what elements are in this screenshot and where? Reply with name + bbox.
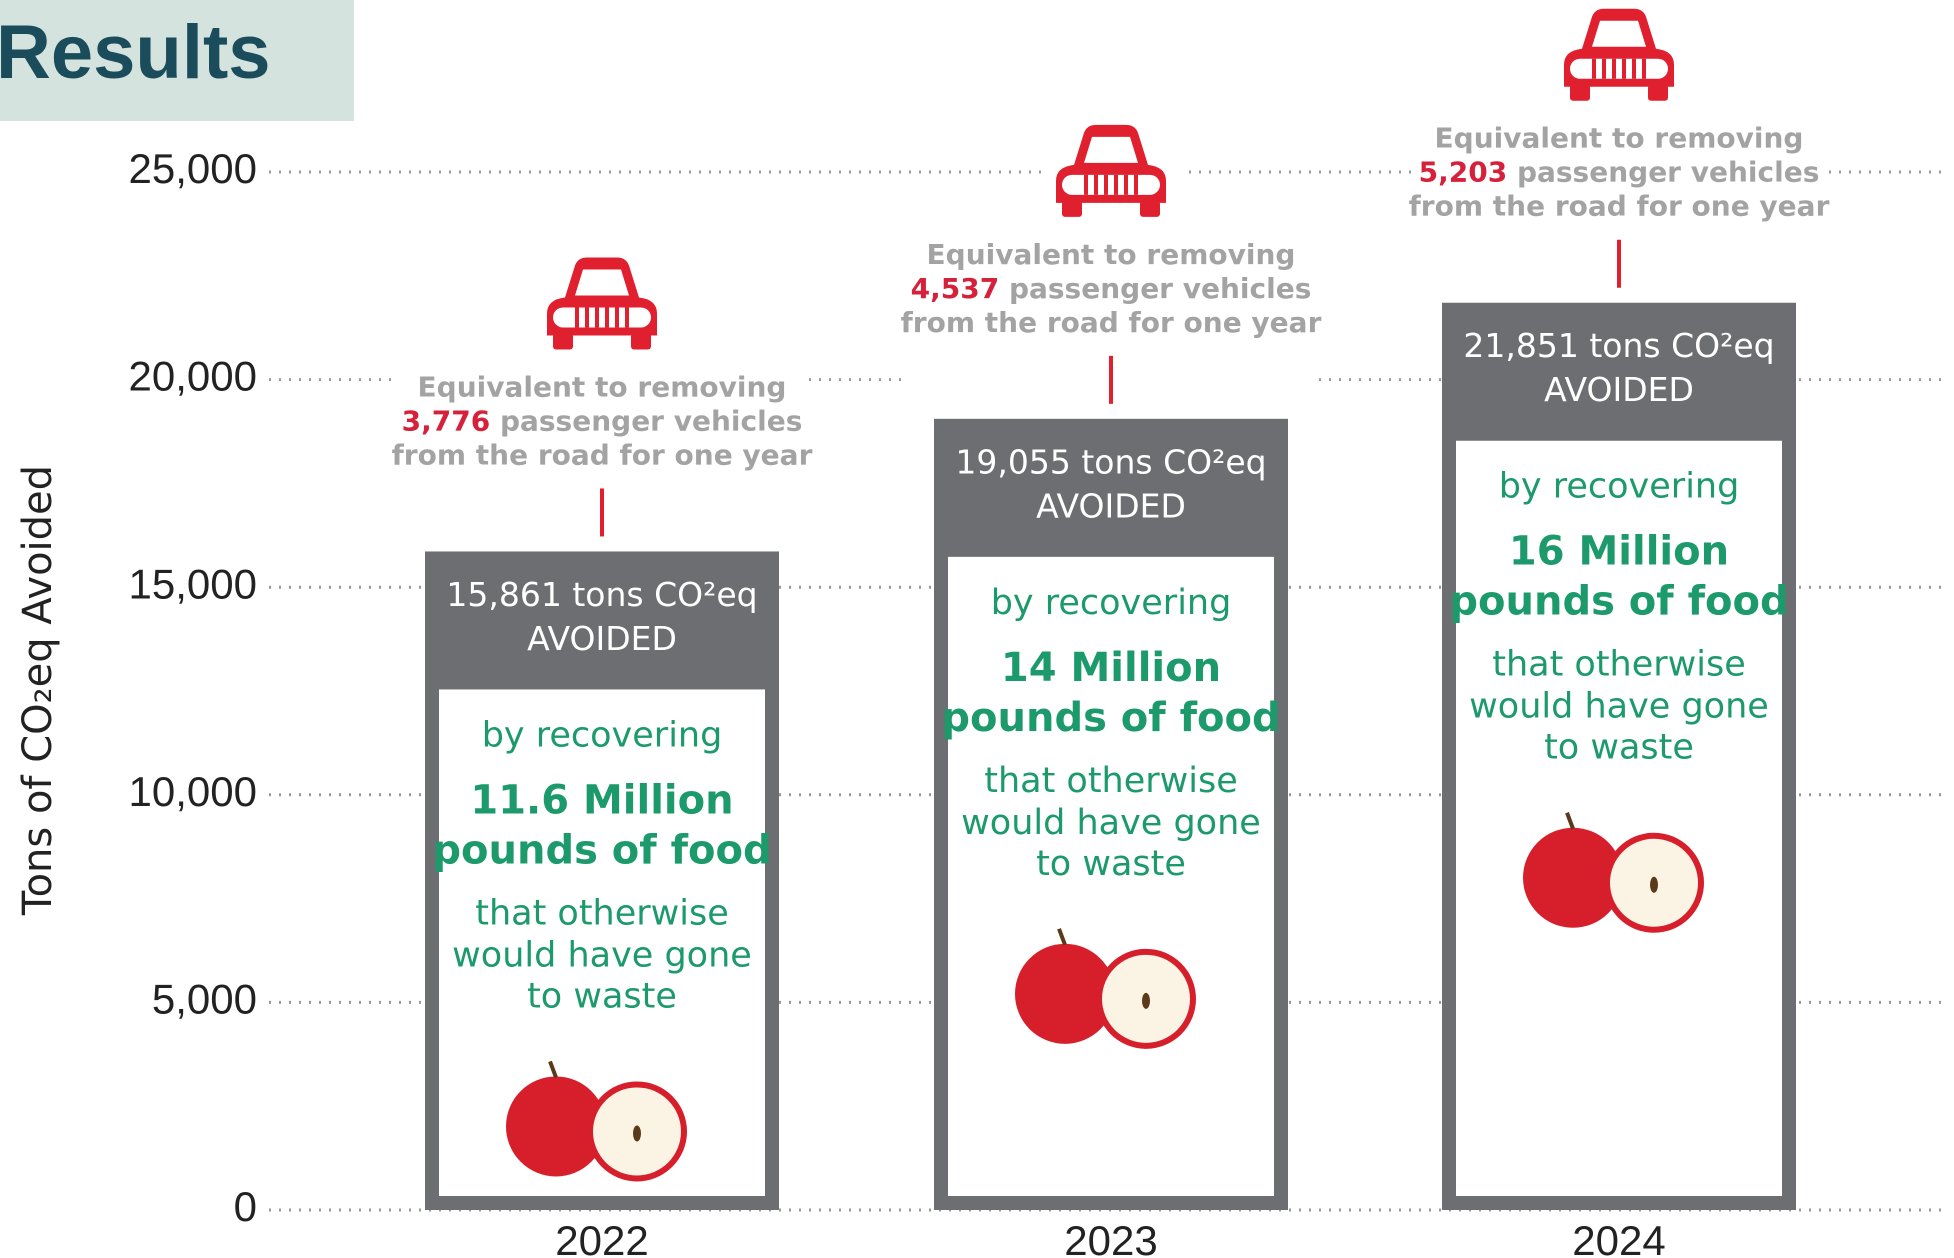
grille-bar bbox=[625, 307, 629, 328]
apple-seed bbox=[1650, 876, 1658, 893]
x-tick-label: 2022 bbox=[555, 1217, 648, 1258]
grille-bar bbox=[605, 307, 609, 328]
apple bbox=[506, 1076, 606, 1177]
annotation: from the road for one year bbox=[1409, 190, 1830, 223]
bar-text: to waste bbox=[1544, 728, 1694, 768]
wheel bbox=[1648, 84, 1668, 101]
bar-inner bbox=[1456, 440, 1782, 1197]
bar-text: would have gone bbox=[452, 935, 752, 975]
wheel bbox=[631, 333, 651, 350]
annotation: 3,776 passenger vehicles bbox=[402, 404, 803, 437]
annotation: 4,537 passenger vehicles bbox=[911, 272, 1312, 305]
annotation: passenger vehicles bbox=[1009, 272, 1311, 305]
y-axis-label: Tons of CO₂eq Avoided bbox=[15, 465, 61, 916]
y-tick-label: 10,000 bbox=[129, 768, 257, 815]
bar-text: that otherwise bbox=[475, 893, 729, 933]
wheel bbox=[1062, 200, 1082, 217]
annotation: passenger vehicles bbox=[1517, 156, 1819, 189]
bar-text: 11.6 Million bbox=[470, 777, 733, 823]
wheel bbox=[1570, 84, 1590, 101]
bar-text: would have gone bbox=[961, 803, 1261, 843]
annotation: 5,203 passenger vehicles bbox=[1419, 156, 1820, 189]
grille-bar bbox=[1622, 58, 1626, 79]
grille bbox=[1062, 174, 1160, 195]
bar-avoided: AVOIDED bbox=[1544, 370, 1694, 409]
grille-bar bbox=[1124, 174, 1128, 195]
annotation: Equivalent to removing bbox=[927, 238, 1296, 271]
bar-text: by recovering bbox=[482, 715, 723, 755]
bar-value-label: 19,055 tons CO²eq bbox=[955, 442, 1266, 481]
bar-value-label: 21,851 tons CO²eq bbox=[1463, 326, 1774, 365]
car-window bbox=[1084, 136, 1138, 163]
annotation: Equivalent to removing bbox=[1435, 122, 1804, 155]
apple bbox=[1015, 943, 1115, 1044]
bar-text: that otherwise bbox=[984, 761, 1238, 801]
grille-bar bbox=[1642, 58, 1646, 79]
annotation: passenger vehicles bbox=[500, 404, 802, 437]
grille-bar bbox=[1134, 174, 1138, 195]
grille bbox=[553, 307, 651, 328]
bar-text: 14 Million bbox=[1001, 645, 1221, 691]
grille-bar bbox=[1592, 58, 1596, 79]
y-tick-label: 20,000 bbox=[129, 353, 257, 400]
bar-text: pounds of food bbox=[1449, 579, 1788, 625]
apple-seed bbox=[633, 1125, 641, 1142]
bar-avoided: AVOIDED bbox=[1036, 486, 1186, 525]
annotation: from the road for one year bbox=[901, 306, 1322, 339]
vehicle-count: 4,537 bbox=[911, 272, 1000, 305]
car-icon bbox=[1056, 124, 1166, 217]
y-tick-label: 0 bbox=[234, 1183, 257, 1230]
bar-text: pounds of food bbox=[941, 695, 1280, 741]
grille-bar bbox=[595, 307, 599, 328]
grille-bar bbox=[1612, 58, 1616, 79]
apple-seed bbox=[1142, 992, 1150, 1009]
title-box bbox=[0, 0, 354, 121]
grille-bar bbox=[1104, 174, 1108, 195]
grille-bar bbox=[1114, 174, 1118, 195]
car-window bbox=[1592, 20, 1646, 47]
annotation: from the road for one year bbox=[392, 438, 813, 471]
car-icon bbox=[1564, 8, 1674, 101]
bar-text: to waste bbox=[1036, 844, 1186, 884]
bar-text: by recovering bbox=[991, 583, 1232, 623]
apple bbox=[1523, 827, 1623, 928]
apple-stem bbox=[1057, 928, 1067, 946]
wheel bbox=[1140, 200, 1160, 217]
bar-value-label: 15,861 tons CO²eq bbox=[446, 575, 757, 614]
grille-bar bbox=[1632, 58, 1636, 79]
x-tick-label: 2023 bbox=[1064, 1217, 1157, 1258]
grille bbox=[1570, 58, 1668, 79]
grille-bar bbox=[1094, 174, 1098, 195]
bar-text: by recovering bbox=[1499, 467, 1740, 507]
bar-text: would have gone bbox=[1469, 687, 1769, 727]
bar-text: pounds of food bbox=[432, 827, 771, 873]
car-window bbox=[575, 269, 629, 296]
y-tick-label: 15,000 bbox=[129, 560, 257, 607]
chart-title: Results bbox=[0, 10, 271, 95]
bar-text: to waste bbox=[527, 976, 677, 1016]
bar-text: that otherwise bbox=[1492, 645, 1746, 685]
vehicle-count: 3,776 bbox=[402, 404, 491, 437]
grille-bar bbox=[575, 307, 579, 328]
annotation: Equivalent to removing bbox=[418, 370, 787, 403]
bar-avoided: AVOIDED bbox=[527, 619, 677, 658]
grille-bar bbox=[585, 307, 589, 328]
bar-inner bbox=[948, 556, 1274, 1196]
car-icon bbox=[547, 257, 657, 350]
vehicle-count: 5,203 bbox=[1419, 156, 1508, 189]
grille-bar bbox=[1084, 174, 1088, 195]
grille-bar bbox=[615, 307, 619, 328]
apple-stem bbox=[1565, 812, 1575, 830]
apple-stem bbox=[548, 1060, 558, 1079]
grille-bar bbox=[1602, 58, 1606, 79]
bar-text: 16 Million bbox=[1509, 529, 1729, 575]
y-tick-label: 5,000 bbox=[152, 975, 257, 1022]
wheel bbox=[553, 333, 573, 350]
x-tick-label: 2024 bbox=[1572, 1217, 1665, 1258]
y-tick-label: 25,000 bbox=[129, 145, 257, 192]
